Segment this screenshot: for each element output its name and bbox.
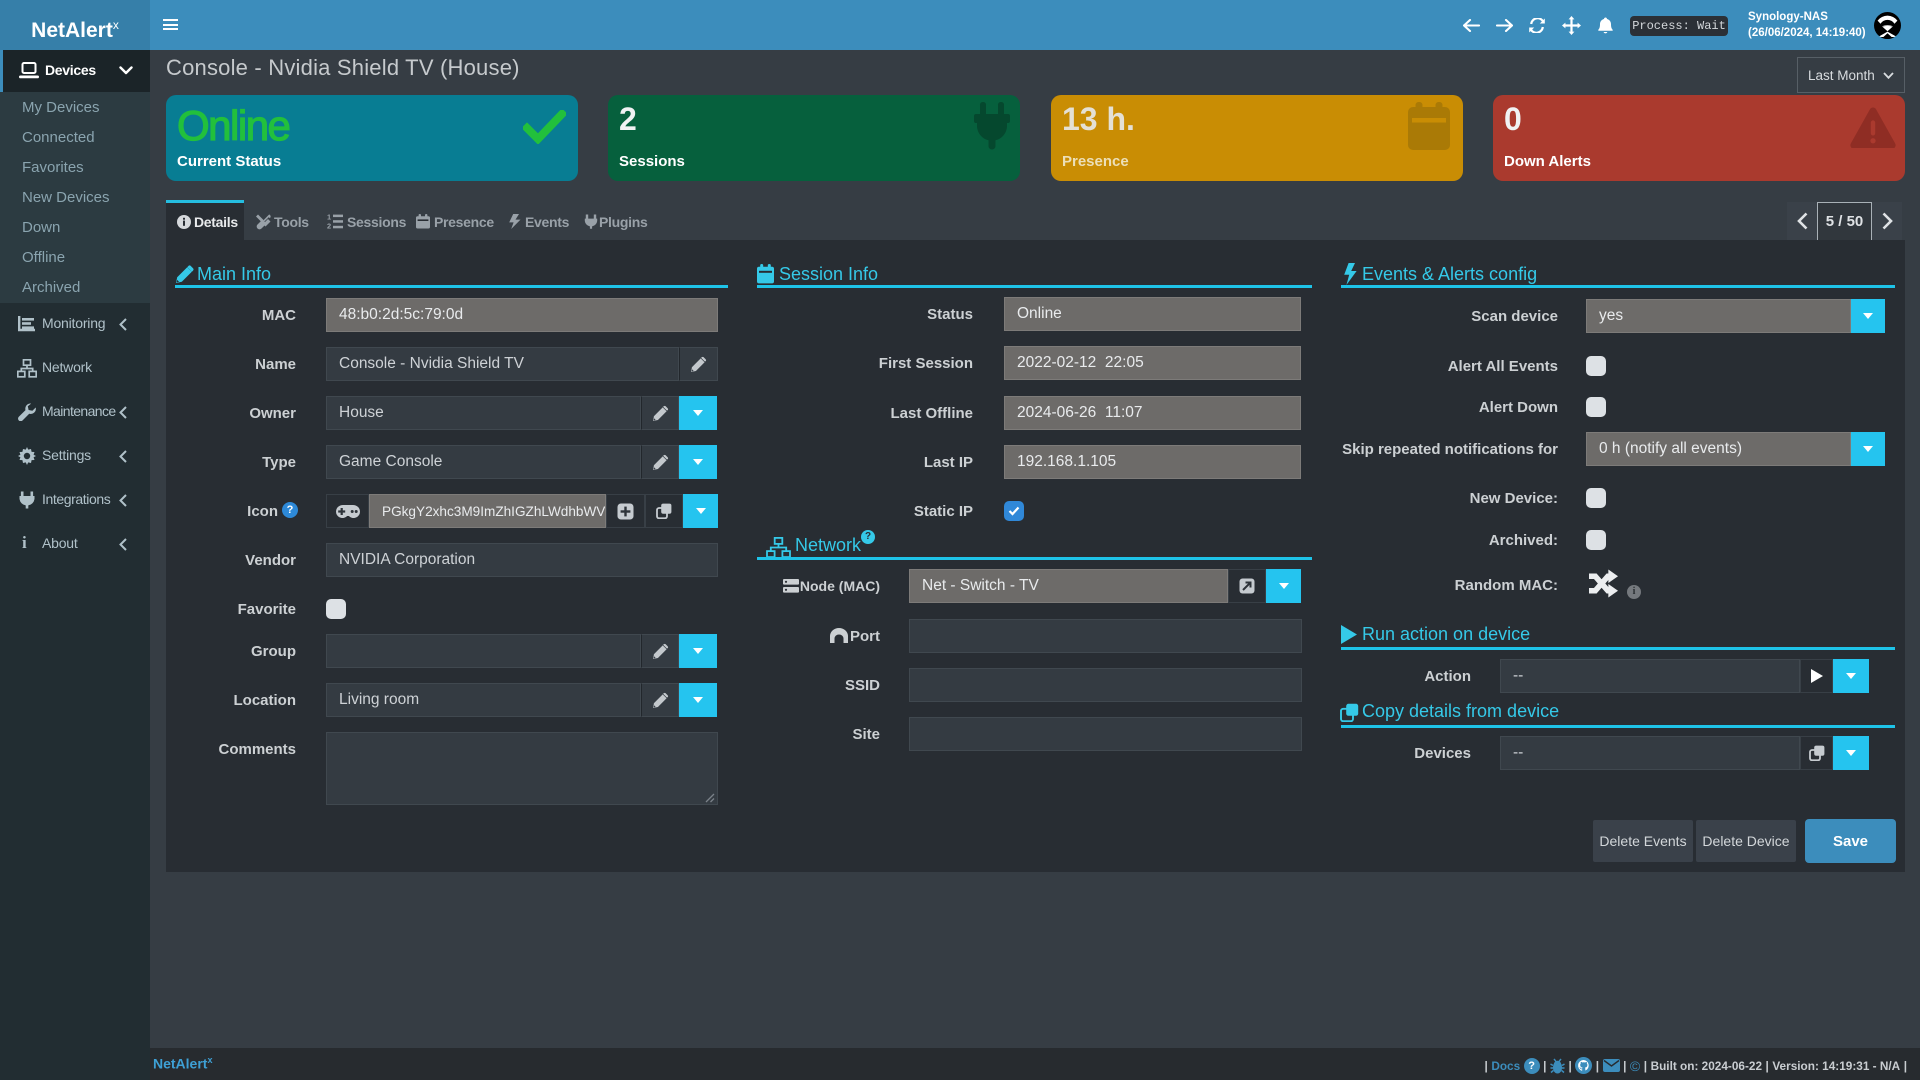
svg-text:1: 1 — [327, 214, 331, 221]
svg-text:2: 2 — [327, 222, 331, 229]
